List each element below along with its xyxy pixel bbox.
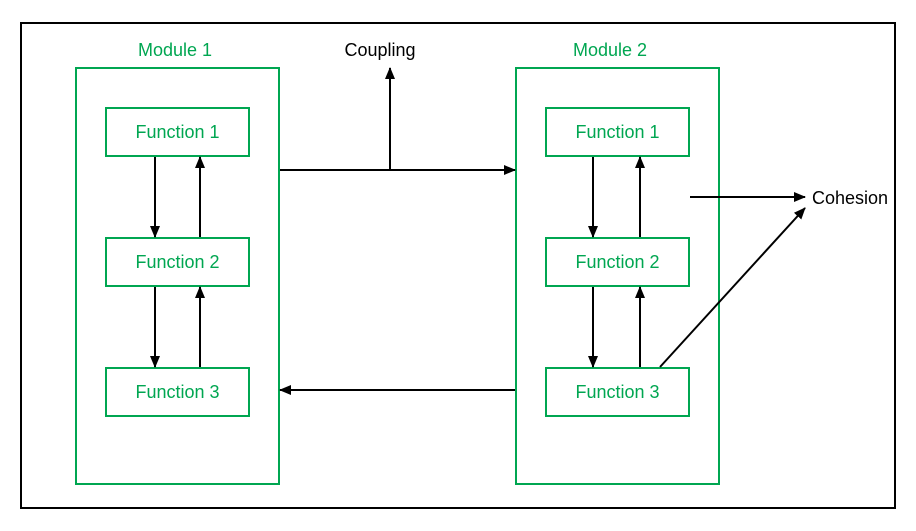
- module2-function2: Function 2: [545, 237, 690, 287]
- module2-title: Module 2: [573, 40, 647, 61]
- module2-function1: Function 1: [545, 107, 690, 157]
- module2-function1-label: Function 1: [575, 122, 659, 143]
- cohesion-label: Cohesion: [812, 188, 888, 209]
- module1-function2-label: Function 2: [135, 252, 219, 273]
- module1-function1-label: Function 1: [135, 122, 219, 143]
- module2-function3: Function 3: [545, 367, 690, 417]
- module1-title: Module 1: [138, 40, 212, 61]
- coupling-label: Coupling: [344, 40, 415, 61]
- module1-function3: Function 3: [105, 367, 250, 417]
- module1-function1: Function 1: [105, 107, 250, 157]
- module2-function2-label: Function 2: [575, 252, 659, 273]
- diagram-canvas: Module 1 Function 1 Function 2 Function …: [0, 0, 916, 531]
- module1-function2: Function 2: [105, 237, 250, 287]
- module2-function3-label: Function 3: [575, 382, 659, 403]
- module1-function3-label: Function 3: [135, 382, 219, 403]
